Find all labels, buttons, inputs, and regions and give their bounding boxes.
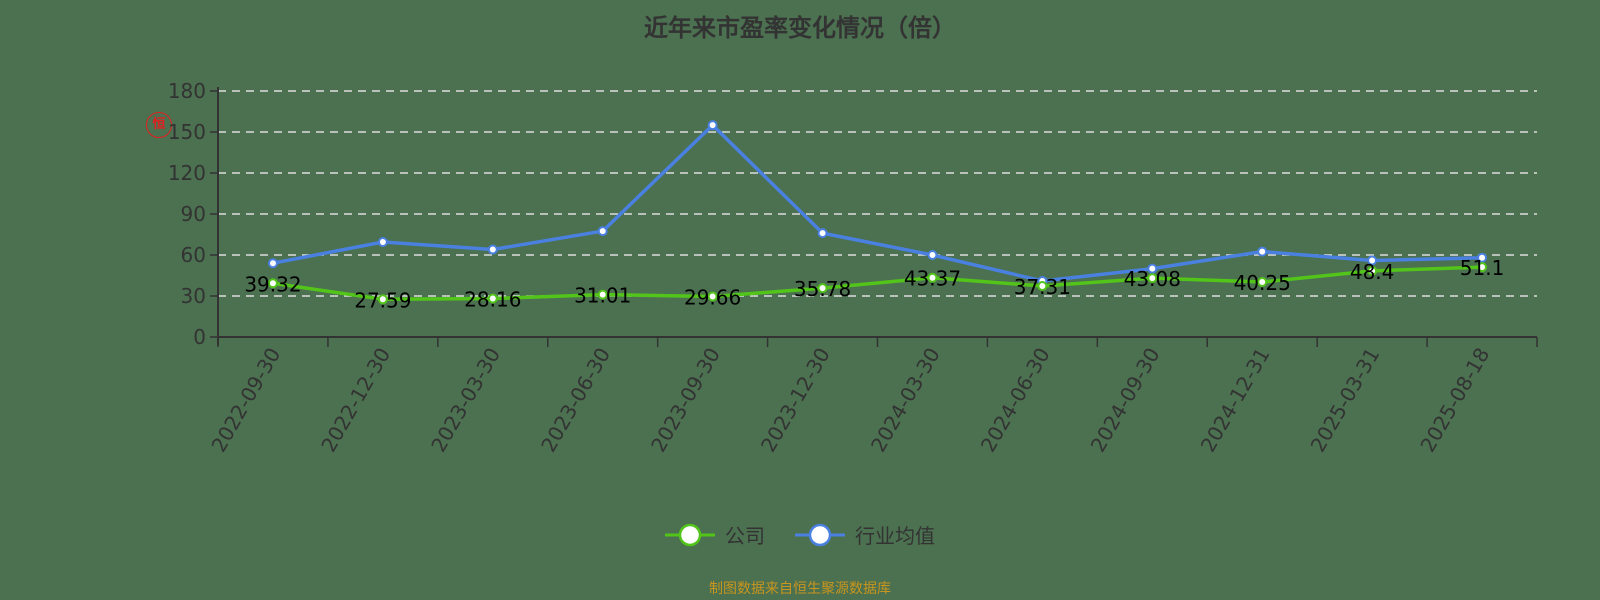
x-tick-label: 2022-12-30 — [316, 344, 395, 457]
data-label: 27.59 — [354, 288, 411, 312]
data-point — [377, 294, 388, 305]
chart-title: 近年来市盈率变化情况（倍） — [644, 14, 956, 42]
y-tick-label: 180 — [168, 79, 206, 103]
data-point — [1367, 265, 1378, 276]
x-tick-label: 2023-12-30 — [756, 344, 835, 457]
data-label: 29.66 — [684, 285, 741, 309]
data-label: 31.01 — [574, 284, 631, 308]
data-point — [597, 289, 608, 300]
industry-line-marker-icon — [795, 523, 845, 546]
data-label: 40.25 — [1234, 271, 1291, 295]
legend-label-company: 公司 — [725, 524, 765, 548]
data-point — [817, 283, 828, 294]
y-tick-label: 90 — [181, 202, 206, 226]
y-tick-label: 30 — [181, 284, 206, 308]
x-tick-label: 2024-06-30 — [976, 344, 1055, 457]
x-tick-label: 2023-06-30 — [536, 344, 615, 457]
data-label: 39.32 — [244, 272, 301, 296]
y-tick-label: 0 — [193, 325, 206, 349]
x-tick-label: 2024-12-31 — [1196, 344, 1275, 457]
data-point — [1367, 255, 1378, 266]
data-point — [377, 237, 388, 248]
series-lines — [267, 120, 1488, 305]
legend: 公司 行业均值 — [0, 520, 1600, 549]
hengsheng-logo-icon: 恒 — [146, 112, 172, 138]
grid-lines — [218, 90, 1537, 297]
y-tick-label: 60 — [181, 243, 206, 267]
x-tick-label: 2024-03-30 — [866, 343, 945, 456]
data-point — [707, 120, 718, 131]
data-point — [1037, 281, 1048, 292]
data-point — [1257, 246, 1268, 257]
x-tick-label: 2022-09-30 — [206, 344, 285, 457]
y-tick-label: 120 — [168, 161, 206, 185]
legend-item-industry[interactable]: 行业均值 — [795, 520, 935, 549]
data-point — [267, 258, 278, 269]
legend-label-industry: 行业均值 — [855, 524, 935, 548]
line-chart: 0 30 60 90 120 150 180 2022-09-30 2022-12-30 2023… — [168, 79, 1538, 457]
axes: 0 30 60 90 120 150 180 2022-09-30 2022-12-30 2023… — [168, 79, 1538, 457]
data-point — [1147, 263, 1158, 274]
data-point — [927, 272, 938, 283]
data-point — [817, 228, 828, 239]
data-source-footer: 制图数据来自恒生聚源数据库 — [709, 581, 891, 597]
data-labels: 39.32 27.59 28.16 31.01 29.66 35.78 43.37 37.31… — [244, 256, 1504, 312]
data-label: 48.4 — [1350, 260, 1395, 284]
company-line-marker-icon — [665, 523, 715, 546]
legend-item-company[interactable]: 公司 — [665, 520, 765, 549]
data-point — [1477, 262, 1488, 273]
data-label: 43.08 — [1124, 267, 1181, 291]
x-tick-label: 2023-03-30 — [426, 343, 505, 456]
data-point — [597, 226, 608, 237]
x-tick-label: 2023-09-30 — [646, 344, 725, 457]
data-label: 51.1 — [1460, 256, 1505, 280]
data-label: 35.78 — [794, 277, 851, 301]
data-point — [1477, 252, 1488, 263]
x-tick-label: 2024-09-30 — [1086, 344, 1165, 457]
data-point — [1147, 273, 1158, 284]
data-point — [487, 244, 498, 255]
data-label: 28.16 — [464, 288, 521, 312]
x-tick-label: 2025-03-31 — [1306, 344, 1385, 457]
data-point — [267, 278, 278, 289]
data-point — [1257, 276, 1268, 287]
y-tick-label: 150 — [168, 120, 206, 144]
x-tick-label: 2025-08-18 — [1415, 344, 1494, 457]
data-label: 43.37 — [904, 267, 961, 291]
data-point — [707, 291, 718, 302]
industry-line — [272, 123, 1483, 283]
company-line — [272, 265, 1483, 302]
data-label: 37.31 — [1014, 275, 1071, 299]
data-point — [487, 293, 498, 304]
data-point — [927, 250, 938, 260]
